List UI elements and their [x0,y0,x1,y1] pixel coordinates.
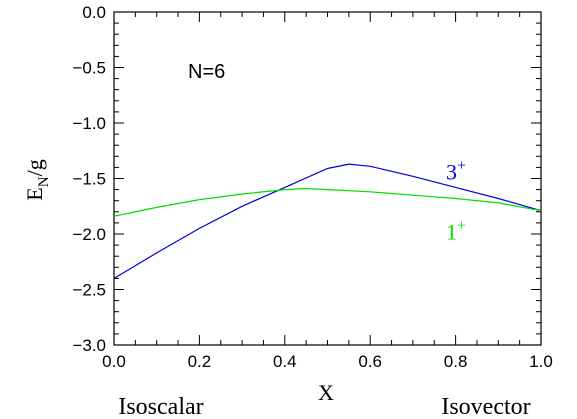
series-line-3plus [113,163,542,279]
series-label-3plus: 3+ [446,157,466,184]
x-start-label: Isoscalar [118,394,203,419]
y-tick-label: −1.5 [72,170,106,189]
x-tick-label: 0.0 [102,352,126,371]
x-tick-label: 0.2 [188,352,212,371]
y-tick-label: −1.0 [72,114,106,133]
y-tick-label: −0.5 [72,59,106,78]
y-axis-title-tail: /g [22,159,47,176]
svg-text:EN/g: EN/g [22,159,52,200]
y-tick-label: −3.0 [72,336,106,355]
y-axis-title: EN/g [22,159,52,200]
x-tick-label: 0.4 [273,352,297,371]
x-axis-title: X [318,380,334,405]
y-axis-title-sub: N [36,176,52,187]
y-tick-label: 0.0 [82,3,106,22]
y-axis-title-main: E [22,187,47,200]
plot-frame [113,11,542,346]
series-line-1plus [113,187,542,217]
x-end-label: Isovector [441,394,530,419]
x-tick-label: 1.0 [529,352,553,371]
annotation-label: N=6 [188,61,225,83]
y-tick-label: −2.5 [72,281,106,300]
x-tick-label: 0.8 [444,352,468,371]
x-tick-label: 0.6 [358,352,382,371]
y-tick-label: −2.0 [72,225,106,244]
series-label-1plus: 1+ [446,217,466,244]
